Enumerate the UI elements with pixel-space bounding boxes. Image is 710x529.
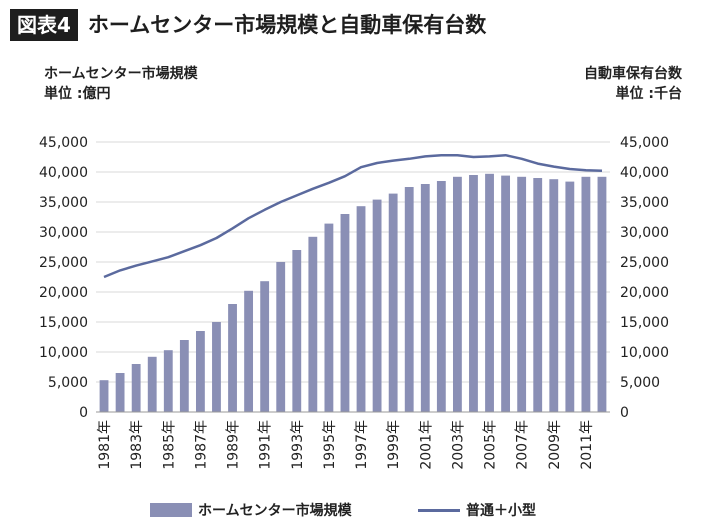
bar [292, 250, 302, 412]
x-tick-label: 2009年 [547, 420, 563, 470]
x-tick-label: 2007年 [515, 420, 531, 470]
y-left-tick-label: 30,000 [39, 225, 88, 241]
y-right-tick-label: 45,000 [620, 135, 669, 151]
x-tick-label: 1983年 [129, 420, 145, 470]
bar [260, 281, 270, 412]
bar [469, 175, 478, 412]
bar [436, 181, 446, 412]
y-left-tick-label: 15,000 [39, 315, 88, 331]
bar [517, 176, 527, 412]
x-tick-label: 1991年 [258, 420, 274, 470]
x-tick-label: 2011年 [579, 420, 595, 470]
bar [404, 187, 414, 412]
legend-line-label: 普通＋小型 [466, 503, 536, 519]
legend-line-swatch [418, 508, 460, 512]
legend-bar-swatch [150, 503, 192, 517]
bar [549, 179, 559, 412]
bar [597, 176, 607, 412]
left-axis-caption: ホームセンター市場規模 単位 :億円 [44, 64, 198, 104]
y-right-tick-label: 20,000 [620, 285, 669, 301]
line-series [103, 153, 603, 279]
y-left-tick-label: 10,000 [39, 345, 88, 361]
left-axis-unit: 単位 :億円 [44, 86, 111, 102]
y-left-tick-label: 35,000 [39, 195, 88, 211]
bar [565, 181, 575, 412]
y-left-tick-label: 45,000 [39, 135, 88, 151]
y-right-tick-label: 0 [620, 405, 629, 421]
y-right-tick-label: 35,000 [620, 195, 669, 211]
bar [212, 322, 221, 412]
legend-item-line: 普通＋小型 [418, 496, 536, 524]
bar [147, 356, 157, 412]
bar [163, 350, 173, 412]
bar [195, 331, 205, 412]
figure-number-badge: 図表4 [10, 9, 78, 41]
bar [179, 340, 189, 412]
bar [388, 193, 398, 412]
bar [276, 262, 286, 412]
bar [228, 304, 237, 412]
bar [452, 176, 462, 412]
bar [131, 364, 141, 412]
chart-legend: ホームセンター市場規模 普通＋小型 [0, 496, 710, 524]
bar [324, 223, 334, 412]
bar [340, 214, 350, 412]
y-left-tick-label: 25,000 [39, 255, 88, 271]
bar [581, 176, 591, 412]
y-right-tick-label: 15,000 [620, 315, 669, 331]
bar [372, 199, 382, 412]
right-axis-caption: 自動車保有台数 単位 :千台 [584, 64, 682, 104]
y-right-tick-label: 40,000 [620, 165, 669, 181]
y-left-tick-label: 0 [79, 405, 88, 421]
y-left-tick-label: 40,000 [39, 165, 88, 181]
bar [420, 184, 430, 412]
y-right-tick-label: 5,000 [620, 375, 660, 391]
x-tick-label: 1999年 [386, 420, 402, 470]
right-axis-unit: 単位 :千台 [615, 86, 682, 102]
figure-title: ホームセンター市場規模と自動車保有台数 [87, 13, 487, 37]
x-tick-label: 2003年 [450, 420, 466, 470]
figure-header: 図表4 ホームセンター市場規模と自動車保有台数 [10, 8, 486, 42]
bar [99, 380, 109, 412]
x-tick-label: 1981年 [97, 420, 113, 470]
x-tick-label: 1989年 [226, 420, 242, 470]
bar [485, 173, 494, 412]
x-tick-label: 1985年 [161, 420, 177, 470]
right-axis-title: 自動車保有台数 [584, 66, 682, 82]
bar [533, 178, 543, 412]
x-tick-label: 1995年 [322, 420, 338, 470]
bar [356, 206, 366, 412]
bar [501, 175, 511, 412]
left-axis-title: ホームセンター市場規模 [44, 66, 198, 82]
y-left-tick-label: 5,000 [48, 375, 88, 391]
bar [115, 373, 125, 412]
y-right-tick-label: 10,000 [620, 345, 669, 361]
x-tick-label: 1987年 [193, 420, 209, 470]
x-tick-label: 1997年 [354, 420, 370, 470]
legend-bar-label: ホームセンター市場規模 [198, 503, 352, 519]
legend-item-bar: ホームセンター市場規模 [150, 496, 352, 524]
y-right-tick-label: 30,000 [620, 225, 669, 241]
y-right-tick-label: 25,000 [620, 255, 669, 271]
x-tick-label: 2005年 [483, 420, 499, 470]
x-tick-label: 1993年 [290, 420, 306, 470]
x-tick-label: 2001年 [418, 420, 434, 470]
bar [308, 236, 318, 412]
y-left-tick-label: 20,000 [39, 285, 88, 301]
bar [244, 290, 254, 412]
